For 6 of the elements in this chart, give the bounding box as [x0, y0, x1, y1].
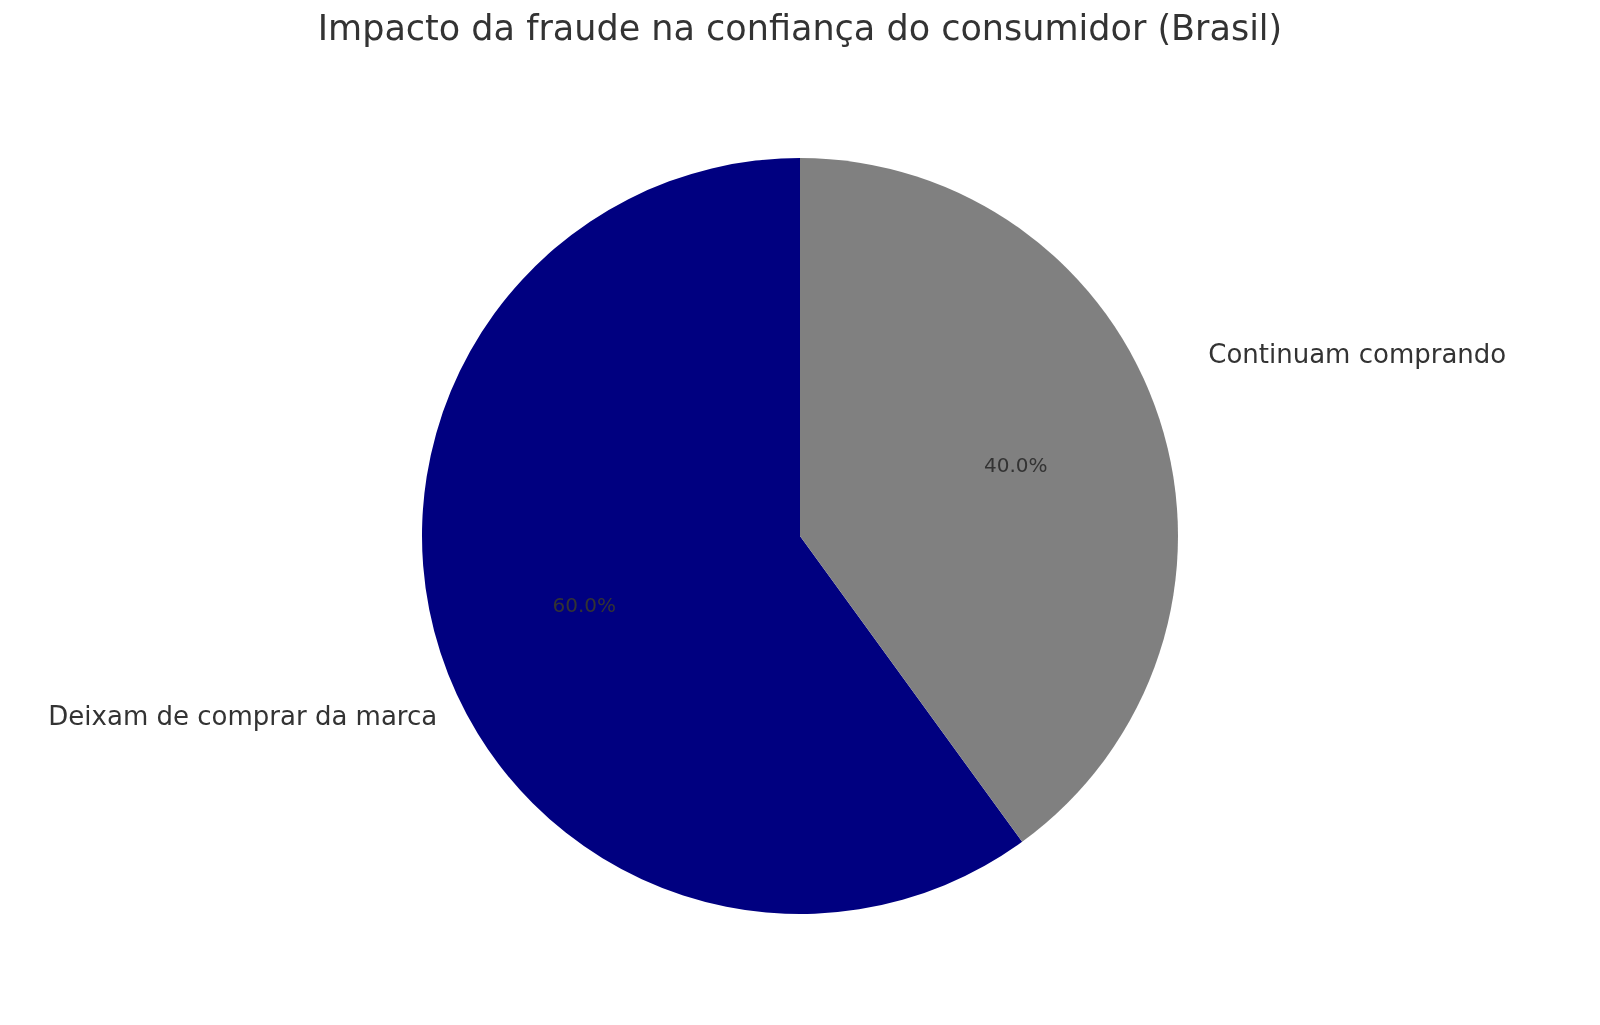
- slice-label: Continuam comprando: [1208, 338, 1507, 369]
- slice-label: Deixam de comprar da marca: [48, 701, 438, 732]
- pie-slice: [800, 158, 1178, 842]
- data-label: 60.0%: [552, 593, 617, 618]
- data-label: 40.0%: [983, 452, 1048, 477]
- chart-title: Impacto da fraude na confiança do consumidor (Brasil): [317, 8, 1283, 48]
